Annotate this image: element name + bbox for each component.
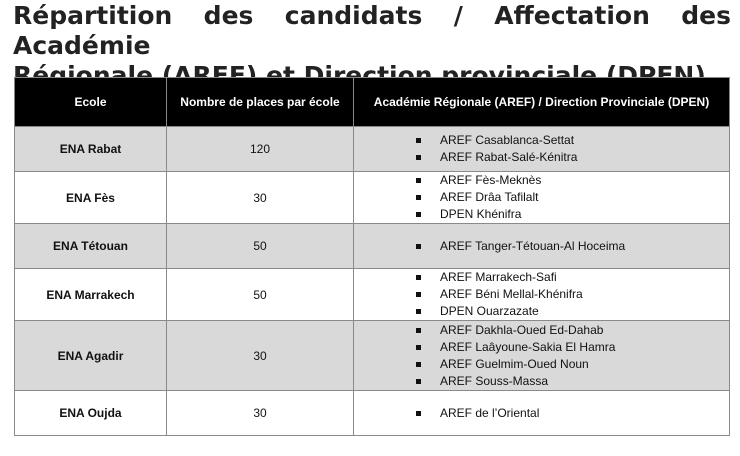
aref-list-item: DPEN Khénifra — [416, 206, 725, 223]
table-row: ENA Oujda 30 AREF de l’Oriental — [14, 390, 730, 436]
aref-list: AREF Marrakech-Safi AREF Béni Mellal-Khén… — [416, 269, 725, 320]
aref-list-item: AREF Casablanca-Settat — [416, 132, 725, 149]
column-header-aref: Académie Régionale (AREF) / Direction Pr… — [353, 77, 730, 127]
aref-list-item: AREF Fès-Meknès — [416, 172, 725, 189]
cell-places: 30 — [166, 171, 354, 224]
column-header-ecole: Ecole — [14, 77, 167, 127]
aref-list-item: AREF Laâyoune-Sakia El Hamra — [416, 339, 725, 356]
cell-aref: AREF Dakhla-Oued Ed-Dahab AREF Laâyoune-S… — [353, 320, 730, 391]
cell-aref: AREF de l’Oriental — [353, 390, 730, 436]
aref-list: AREF Dakhla-Oued Ed-Dahab AREF Laâyoune-S… — [416, 322, 725, 390]
cell-ecole: ENA Rabat — [14, 126, 167, 172]
aref-list-item: AREF Drâa Tafilalt — [416, 189, 725, 206]
cell-places: 50 — [166, 268, 354, 321]
aref-list-item: AREF Guelmim-Oued Noun — [416, 356, 725, 373]
table-row: ENA Agadir 30 AREF Dakhla-Oued Ed-Dahab ARE… — [14, 320, 730, 391]
aref-list-item: AREF Tanger-Tétouan-Al Hoceima — [416, 238, 725, 255]
table-row: ENA Rabat 120 AREF Casablanca-Settat AREF R… — [14, 126, 730, 172]
cell-places: 30 — [166, 320, 354, 391]
column-header-places: Nombre de places par école — [166, 77, 354, 127]
table-row: ENA Marrakech 50 AREF Marrakech-Safi AREF B… — [14, 268, 730, 321]
table-header-row: Ecole Nombre de places par école Académi… — [14, 77, 730, 127]
cell-places: 30 — [166, 390, 354, 436]
cell-places: 50 — [166, 223, 354, 269]
cell-ecole: ENA Marrakech — [14, 268, 167, 321]
aref-list: AREF Fès-Meknès AREF Drâa Tafilalt DPEN Kh… — [416, 172, 725, 223]
aref-list-item: AREF Béni Mellal-Khénifra — [416, 286, 725, 303]
cell-aref: AREF Casablanca-Settat AREF Rabat-Salé-Ké… — [353, 126, 730, 172]
aref-list-item: AREF de l’Oriental — [416, 405, 725, 422]
cell-aref: AREF Fès-Meknès AREF Drâa Tafilalt DPEN Kh… — [353, 171, 730, 224]
table-row: ENA Fès 30 AREF Fès-Meknès AREF Drâa Tafila… — [14, 171, 730, 224]
cell-places: 120 — [166, 126, 354, 172]
aref-list-item: AREF Marrakech-Safi — [416, 269, 725, 286]
table-row: ENA Tétouan 50 AREF Tanger-Tétouan-Al Hoce… — [14, 223, 730, 269]
cell-ecole: ENA Tétouan — [14, 223, 167, 269]
cell-aref: AREF Marrakech-Safi AREF Béni Mellal-Khén… — [353, 268, 730, 321]
cell-aref: AREF Tanger-Tétouan-Al Hoceima — [353, 223, 730, 269]
aref-list: AREF Casablanca-Settat AREF Rabat-Salé-Ké… — [416, 132, 725, 166]
cell-ecole: ENA Fès — [14, 171, 167, 224]
aref-list: AREF Tanger-Tétouan-Al Hoceima — [416, 238, 725, 255]
page-title-line-1: Répartition des candidats / Affectation … — [13, 1, 731, 60]
cell-ecole: ENA Oujda — [14, 390, 167, 436]
aref-list-item: DPEN Ouarzazate — [416, 303, 725, 320]
repartition-table: Ecole Nombre de places par école Académi… — [14, 77, 730, 436]
aref-list-item: AREF Rabat-Salé-Kénitra — [416, 149, 725, 166]
cell-ecole: ENA Agadir — [14, 320, 167, 391]
aref-list: AREF de l’Oriental — [416, 405, 725, 422]
aref-list-item: AREF Dakhla-Oued Ed-Dahab — [416, 322, 725, 339]
aref-list-item: AREF Souss-Massa — [416, 373, 725, 390]
